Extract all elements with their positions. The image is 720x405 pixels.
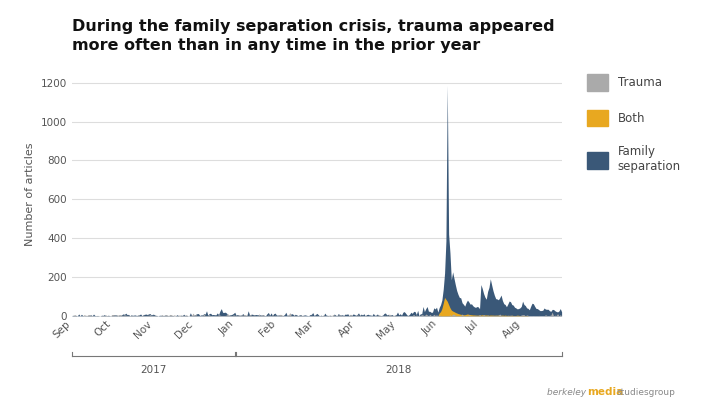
Text: studiesgroup: studiesgroup [616,388,675,397]
Y-axis label: Number of articles: Number of articles [25,143,35,246]
Text: berkeley: berkeley [547,388,589,397]
Text: During the family separation crisis, trauma appeared
more often than in any time: During the family separation crisis, tra… [72,19,554,53]
Legend: Trauma, Both, Family
separation: Trauma, Both, Family separation [587,74,681,173]
Text: media: media [587,387,623,397]
Text: 2018: 2018 [386,365,412,375]
Text: 2017: 2017 [140,365,166,375]
